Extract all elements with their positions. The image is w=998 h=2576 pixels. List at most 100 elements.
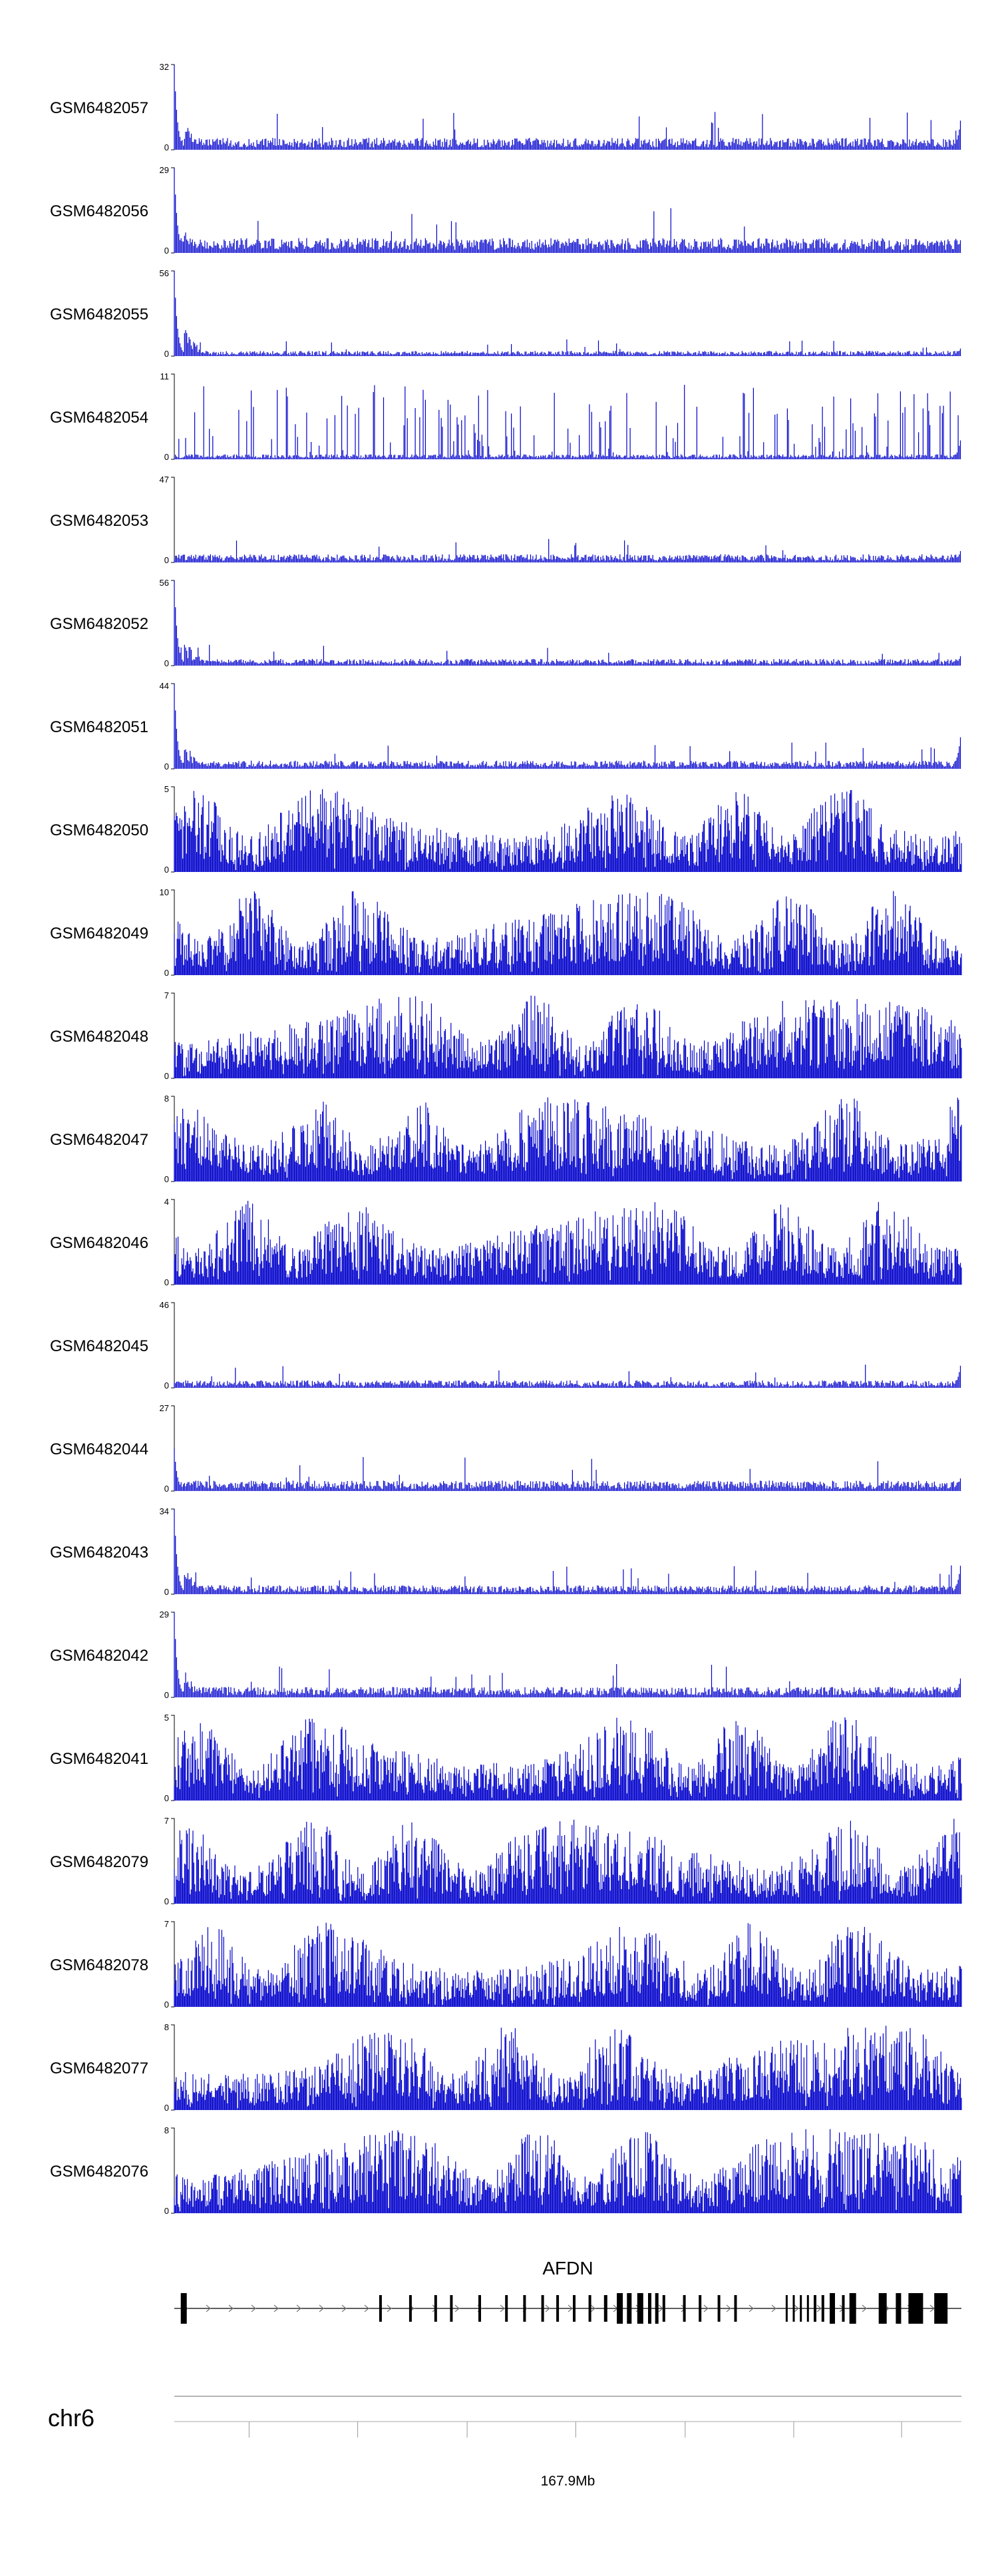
- track-y-axis: [171, 1405, 175, 1492]
- track-row-GSM6482052: GSM6482052 56 0: [0, 579, 998, 682]
- track-y-axis: [171, 992, 175, 1079]
- track-row-GSM6482044: GSM6482044 27 0: [0, 1404, 998, 1508]
- track-row-GSM6482076: GSM6482076 8 0: [0, 2127, 998, 2230]
- track-label: GSM6482048: [50, 1028, 149, 1046]
- track-y-axis: [171, 1611, 175, 1698]
- track-signal-plot: 27 0: [160, 1404, 961, 1494]
- gene-exon: [603, 2295, 607, 2322]
- gene-exon: [180, 2293, 187, 2324]
- track-ymax-label: 5: [164, 1714, 169, 1723]
- gene-exon: [523, 2295, 526, 2322]
- coverage-signal: [174, 995, 962, 1078]
- gene-exon: [541, 2295, 544, 2322]
- track-y-axis: [171, 1199, 175, 1285]
- track-signal-plot: 80: [164, 1095, 962, 1184]
- track-label: GSM6482076: [50, 2163, 149, 2181]
- track-signal-plot: 34 0: [160, 1508, 961, 1597]
- coverage-signal: [174, 271, 961, 356]
- coverage-signal: [174, 538, 961, 562]
- strand-arrow-icon: [545, 2304, 550, 2312]
- gene-exon: [734, 2295, 737, 2322]
- gene-exon: [896, 2293, 902, 2324]
- track-ymax-label: 8: [164, 2127, 169, 2135]
- gene-exon: [573, 2295, 576, 2322]
- track-signal-plot: 46 0: [160, 1301, 961, 1391]
- track-ymin-label: 0: [164, 1277, 169, 1287]
- gene-exon: [556, 2295, 560, 2322]
- track-row-GSM6482055: GSM6482055 56 0: [0, 270, 998, 373]
- gene-exon: [800, 2295, 802, 2322]
- track-ymin-label: 0: [164, 658, 169, 668]
- track-label: GSM6482047: [50, 1131, 149, 1149]
- gene-exon: [908, 2293, 923, 2324]
- track-y-axis: [171, 786, 175, 873]
- gene-exon: [699, 2295, 702, 2322]
- track-row-GSM6482078: GSM6482078 7 0: [0, 1920, 998, 2024]
- strand-arrow-icon: [929, 2304, 935, 2312]
- track-label: GSM6482043: [50, 1544, 149, 1562]
- gene-exon: [434, 2295, 437, 2322]
- gene-exon: [814, 2295, 816, 2322]
- strand-arrow-icon: [771, 2304, 776, 2312]
- track-signal-plot: 44 0: [160, 682, 961, 771]
- track-ymax-label: 32: [160, 63, 169, 72]
- strand-arrow-icon: [590, 2304, 595, 2312]
- chromosome-label: chr6: [48, 2404, 95, 2432]
- track-ymax-label: 8: [164, 1095, 169, 1104]
- gene-name-label: AFDN: [542, 2258, 593, 2278]
- track-ymax-label: 4: [164, 1198, 169, 1207]
- strand-arrow-icon: [862, 2304, 867, 2312]
- track-ymin-label: 0: [164, 2103, 169, 2113]
- track-label: GSM6482049: [50, 925, 149, 943]
- track-label: GSM6482045: [50, 1337, 149, 1355]
- strand-arrow-icon: [748, 2304, 754, 2312]
- track-label: GSM6482054: [50, 409, 149, 427]
- track-signal-plot: 29 0: [160, 166, 961, 256]
- track-ymax-label: 46: [160, 1301, 169, 1310]
- coverage-signal: [174, 1097, 962, 1181]
- track-signal-plot: 80: [164, 2127, 962, 2216]
- strand-arrow-icon: [319, 2304, 324, 2312]
- coverage-signal: [174, 1448, 961, 1491]
- track-ymin-label: 0: [164, 1587, 169, 1597]
- gene-exon: [637, 2293, 643, 2324]
- gene-exon: [617, 2293, 623, 2324]
- gene-exon: [478, 2295, 481, 2322]
- track-label: GSM6482057: [50, 99, 149, 117]
- track-ymin-label: 0: [164, 452, 169, 462]
- gene-exon: [821, 2295, 824, 2322]
- track-y-axis: [171, 2024, 175, 2111]
- track-row-GSM6482049: GSM6482049 10 0: [0, 889, 998, 992]
- track-row-GSM6482043: GSM6482043 34 0: [0, 1508, 998, 1611]
- coverage-signal: [174, 65, 961, 150]
- track-y-axis: [171, 373, 175, 460]
- strand-arrow-icon: [296, 2304, 301, 2312]
- track-row-GSM6482051: GSM6482051 44 0: [0, 682, 998, 785]
- track-y-axis: [171, 580, 175, 666]
- track-label: GSM6482053: [50, 512, 149, 530]
- track-ymin-label: 0: [164, 1484, 169, 1494]
- track-signal-plot: 70: [164, 1817, 962, 1906]
- track-signal-plot: 29 0: [160, 1611, 961, 1700]
- track-ymax-label: 8: [164, 2024, 169, 2032]
- coverage-signal: [174, 789, 962, 872]
- gene-exon: [683, 2295, 686, 2322]
- track-ymax-label: 7: [164, 1817, 169, 1826]
- coverage-signal: [174, 891, 962, 975]
- track-ymax-label: 10: [160, 889, 169, 897]
- coverage-signal: [174, 1922, 962, 2007]
- track-ymin-label: 0: [164, 865, 169, 875]
- track-row-GSM6482046: GSM6482046 4 0: [0, 1198, 998, 1301]
- track-label: GSM6482042: [50, 1647, 149, 1665]
- coverage-signal: [174, 684, 961, 769]
- track-ymax-label: 29: [160, 1611, 169, 1619]
- track-label: GSM6482055: [50, 306, 149, 323]
- track-label: GSM6482077: [50, 2059, 149, 2077]
- track-ymin-label: 0: [164, 761, 169, 771]
- track-y-axis: [171, 1302, 175, 1389]
- track-label: GSM6482044: [50, 1440, 149, 1458]
- coverage-signal: [174, 580, 961, 666]
- track-row-GSM6482077: GSM6482077 8 0: [0, 2024, 998, 2127]
- track-ymax-label: 44: [160, 682, 169, 691]
- coverage-signal: [174, 385, 961, 459]
